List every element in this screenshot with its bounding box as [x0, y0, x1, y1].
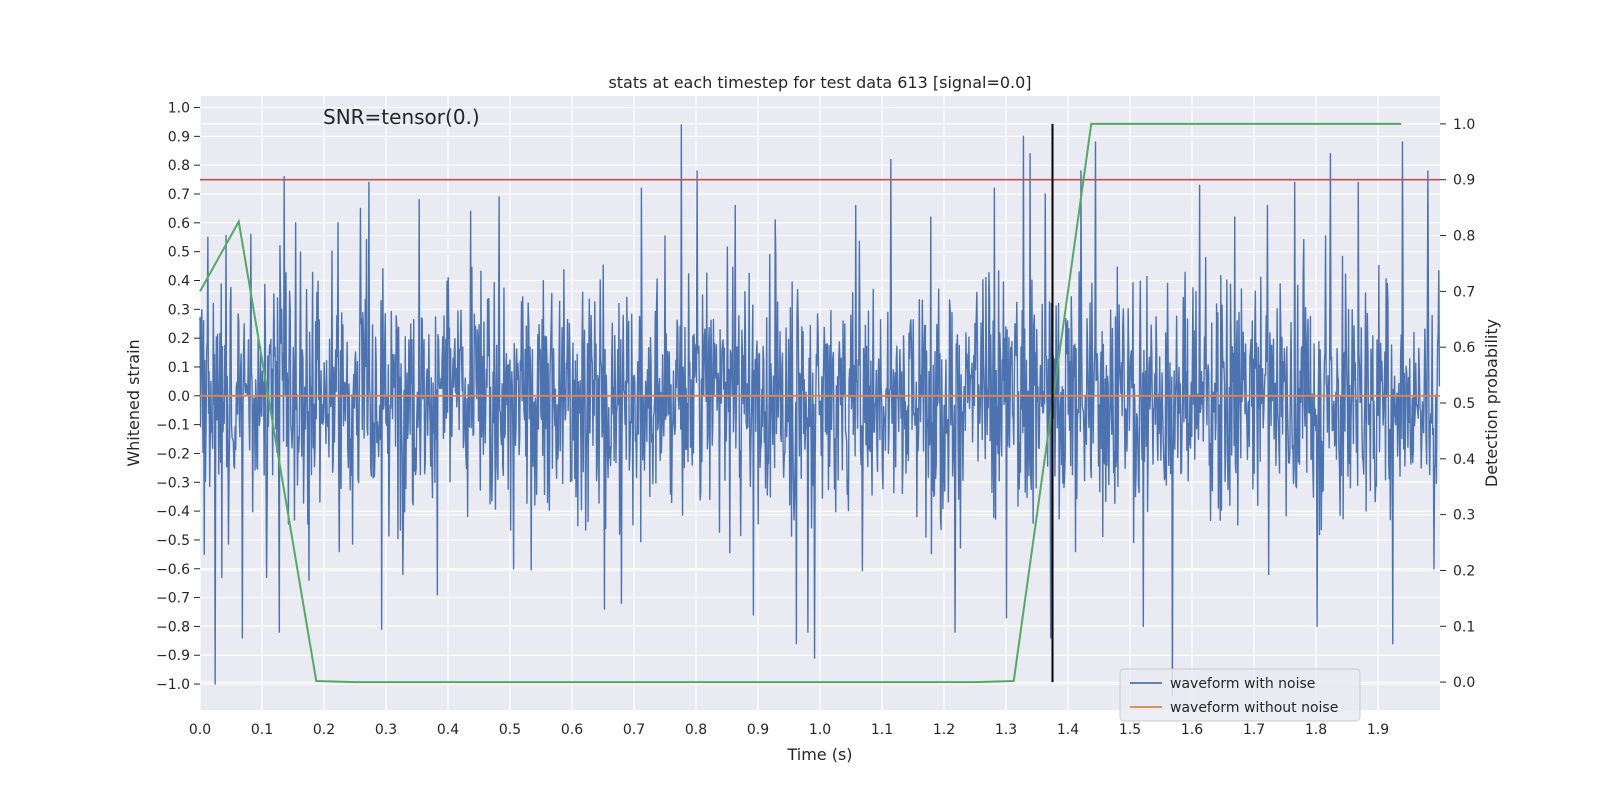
legend-label-noise: waveform with noise — [1170, 676, 1315, 692]
y-axis-ticks: −1.0 −0.9 −0.8 −0.7 −0.6 −0.5 −0.4 −0.3 −0.2 −0.1… — [156, 101, 200, 693]
x-tick-label: 0.8 — [685, 722, 707, 738]
y-tick-label: 0.4 — [168, 273, 190, 289]
y2-tick-label: 0.6 — [1453, 340, 1475, 356]
y-tick-label: −1.0 — [156, 677, 190, 693]
x-tick-label: 0.4 — [437, 722, 459, 738]
y-tick-label: 0.8 — [168, 158, 190, 174]
x-tick-label: 1.0 — [809, 722, 831, 738]
y-tick-label: −0.8 — [156, 619, 190, 635]
x-tick-label: 1.7 — [1243, 722, 1265, 738]
x-tick-label: 0.2 — [313, 722, 335, 738]
y2-axis-ticks: 0.0 0.1 0.2 0.3 0.4 0.5 0.6 0.7 0.8 0.9 1.0 — [1440, 117, 1475, 691]
x-tick-label: 0.0 — [189, 722, 211, 738]
y-tick-label: −0.7 — [156, 591, 190, 607]
y2-tick-label: 0.0 — [1453, 675, 1475, 691]
y-tick-label: 0.5 — [168, 245, 190, 261]
y-tick-label: 1.0 — [168, 101, 190, 117]
chart-title: stats at each timestep for test data 613… — [608, 73, 1031, 92]
legend-box — [1119, 668, 1361, 722]
y-tick-label: −0.5 — [156, 533, 190, 549]
x-tick-label: 0.6 — [561, 722, 583, 738]
x-tick-label: 1.9 — [1367, 722, 1389, 738]
x-tick-label: 1.8 — [1305, 722, 1327, 738]
x-tick-label: 1.1 — [871, 722, 893, 738]
y-tick-label: 0.6 — [168, 216, 190, 232]
y2-tick-label: 0.8 — [1453, 229, 1475, 245]
y2-tick-label: 0.2 — [1453, 563, 1475, 579]
legend-label-clean: waveform without noise — [1170, 700, 1338, 716]
x-axis-ticks: 0.0 0.1 0.2 0.3 0.4 0.5 0.6 0.7 0.8 0.9 1.0 1.1 1.2 1… — [189, 722, 1389, 738]
y-tick-label: −0.9 — [156, 648, 190, 664]
detection-probability-line — [199, 122, 1402, 684]
y-tick-label: −0.1 — [156, 418, 190, 434]
x-tick-label: 0.3 — [375, 722, 397, 738]
noise-waveform-line — [199, 124, 1441, 697]
x-tick-label: 1.3 — [995, 722, 1017, 738]
x-axis-label: Time (s) — [786, 745, 852, 764]
y-tick-label: 0.1 — [168, 360, 190, 376]
x-tick-label: 1.2 — [933, 722, 955, 738]
y-tick-label: −0.3 — [156, 475, 190, 491]
y2-tick-label: 1.0 — [1453, 117, 1475, 133]
y2-tick-label: 0.9 — [1453, 173, 1475, 189]
y2-tick-label: 0.7 — [1453, 284, 1475, 300]
y2-tick-label: 0.4 — [1453, 452, 1475, 468]
y-tick-label: 0.3 — [168, 302, 190, 318]
x-tick-label: 1.4 — [1057, 722, 1079, 738]
x-tick-label: 1.6 — [1181, 722, 1203, 738]
y-tick-label: 0.0 — [168, 389, 190, 405]
y-tick-label: −0.2 — [156, 446, 190, 462]
x-tick-label: 0.9 — [747, 722, 769, 738]
y2-tick-label: 0.1 — [1453, 619, 1475, 635]
y-tick-label: −0.6 — [156, 562, 190, 578]
x-tick-label: 0.5 — [499, 722, 521, 738]
y2-tick-label: 0.3 — [1453, 508, 1475, 524]
y-tick-label: 0.2 — [168, 331, 190, 347]
x-tick-label: 1.5 — [1119, 722, 1141, 738]
y2-tick-label: 0.5 — [1453, 396, 1475, 412]
legend: waveform with noise waveform without noi… — [1119, 668, 1361, 722]
y-axis-label: Whitened strain — [124, 339, 143, 466]
x-tick-label: 0.1 — [251, 722, 273, 738]
y-tick-label: −0.4 — [156, 504, 190, 520]
y-tick-label: 0.9 — [168, 129, 190, 145]
snr-annotation: SNR=tensor(0.) — [323, 105, 480, 129]
x-tick-label: 0.7 — [623, 722, 645, 738]
y2-axis-label: Detection probability — [1482, 319, 1501, 487]
y-tick-label: 0.7 — [168, 187, 190, 203]
series-layer — [199, 122, 1441, 697]
